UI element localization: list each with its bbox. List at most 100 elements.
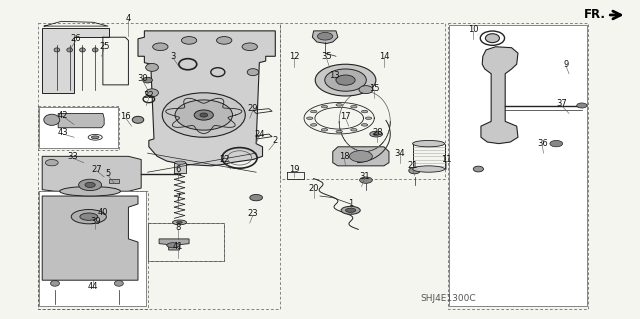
Ellipse shape: [341, 206, 360, 214]
Ellipse shape: [132, 116, 144, 123]
Ellipse shape: [336, 104, 342, 106]
Polygon shape: [449, 25, 587, 306]
Ellipse shape: [413, 140, 445, 147]
Text: 15: 15: [369, 84, 380, 93]
Ellipse shape: [247, 69, 259, 76]
Text: 41: 41: [173, 242, 184, 251]
Ellipse shape: [310, 123, 317, 126]
Text: 43: 43: [58, 128, 68, 137]
Ellipse shape: [44, 114, 60, 125]
Text: 20: 20: [308, 184, 319, 193]
Polygon shape: [42, 28, 109, 93]
Text: 9: 9: [563, 60, 568, 69]
Ellipse shape: [336, 130, 342, 133]
Text: 26: 26: [71, 34, 81, 43]
Ellipse shape: [71, 210, 106, 224]
Ellipse shape: [485, 34, 499, 43]
Polygon shape: [174, 163, 186, 173]
Circle shape: [242, 43, 257, 50]
Ellipse shape: [413, 166, 445, 172]
Ellipse shape: [143, 77, 152, 83]
Text: 35: 35: [321, 52, 332, 61]
Circle shape: [153, 43, 168, 50]
Text: 6: 6: [175, 165, 181, 174]
Ellipse shape: [194, 110, 213, 120]
Ellipse shape: [324, 69, 366, 91]
Ellipse shape: [321, 105, 328, 108]
Text: 33: 33: [67, 152, 77, 161]
Text: 5: 5: [106, 169, 111, 178]
Ellipse shape: [177, 221, 182, 223]
Text: 29: 29: [248, 104, 258, 113]
Ellipse shape: [359, 86, 373, 93]
Polygon shape: [39, 107, 118, 148]
Bar: [148, 223, 224, 261]
Text: 22: 22: [219, 155, 230, 164]
Text: 12: 12: [289, 52, 300, 61]
Ellipse shape: [174, 161, 186, 164]
Ellipse shape: [92, 48, 98, 52]
Text: 36: 36: [537, 139, 548, 148]
Text: 11: 11: [441, 155, 452, 164]
Bar: [280, 23, 445, 179]
Circle shape: [85, 182, 95, 188]
Ellipse shape: [373, 133, 380, 136]
Ellipse shape: [351, 105, 357, 108]
Ellipse shape: [146, 63, 159, 71]
Text: 2: 2: [273, 136, 278, 145]
Text: 16: 16: [120, 112, 131, 121]
Text: SHJ4E1300C: SHJ4E1300C: [420, 294, 476, 303]
Text: 28: 28: [372, 128, 383, 137]
Text: 8: 8: [175, 223, 181, 232]
Circle shape: [250, 195, 262, 201]
Text: 42: 42: [58, 111, 68, 120]
Text: 34: 34: [394, 149, 405, 158]
Ellipse shape: [365, 117, 372, 120]
Ellipse shape: [321, 129, 328, 131]
Bar: [148, 223, 224, 261]
Circle shape: [349, 151, 372, 162]
Text: 39: 39: [90, 217, 100, 226]
Ellipse shape: [51, 280, 60, 286]
Polygon shape: [58, 114, 104, 128]
Polygon shape: [159, 239, 189, 250]
Bar: [38, 23, 280, 309]
Ellipse shape: [79, 48, 85, 52]
Circle shape: [79, 179, 102, 191]
Circle shape: [181, 37, 196, 44]
Circle shape: [216, 37, 232, 44]
Ellipse shape: [163, 93, 245, 137]
Bar: [38, 191, 148, 309]
Text: FR.: FR.: [584, 9, 606, 21]
Text: 32: 32: [143, 92, 154, 100]
Polygon shape: [481, 47, 518, 144]
Polygon shape: [109, 179, 119, 183]
Text: 24: 24: [254, 130, 264, 138]
Text: 25: 25: [99, 42, 109, 51]
Text: 37: 37: [556, 100, 567, 108]
Text: 40: 40: [98, 208, 108, 217]
Circle shape: [550, 140, 563, 147]
Ellipse shape: [60, 187, 120, 196]
Polygon shape: [138, 31, 275, 166]
Ellipse shape: [473, 166, 483, 172]
Bar: [38, 106, 119, 150]
Text: 30: 30: [137, 74, 148, 83]
Ellipse shape: [409, 167, 420, 174]
Ellipse shape: [310, 110, 317, 113]
Ellipse shape: [115, 280, 124, 286]
Ellipse shape: [307, 117, 313, 120]
Text: 17: 17: [340, 112, 351, 121]
Text: 7: 7: [175, 193, 181, 202]
Text: 18: 18: [339, 152, 349, 161]
Ellipse shape: [351, 129, 357, 131]
Ellipse shape: [54, 48, 60, 52]
Ellipse shape: [362, 110, 368, 113]
Circle shape: [360, 177, 372, 183]
Circle shape: [317, 33, 333, 40]
Polygon shape: [42, 156, 141, 191]
Ellipse shape: [67, 48, 72, 52]
Text: 31: 31: [360, 173, 370, 182]
Text: 19: 19: [289, 165, 300, 174]
Ellipse shape: [173, 220, 186, 225]
